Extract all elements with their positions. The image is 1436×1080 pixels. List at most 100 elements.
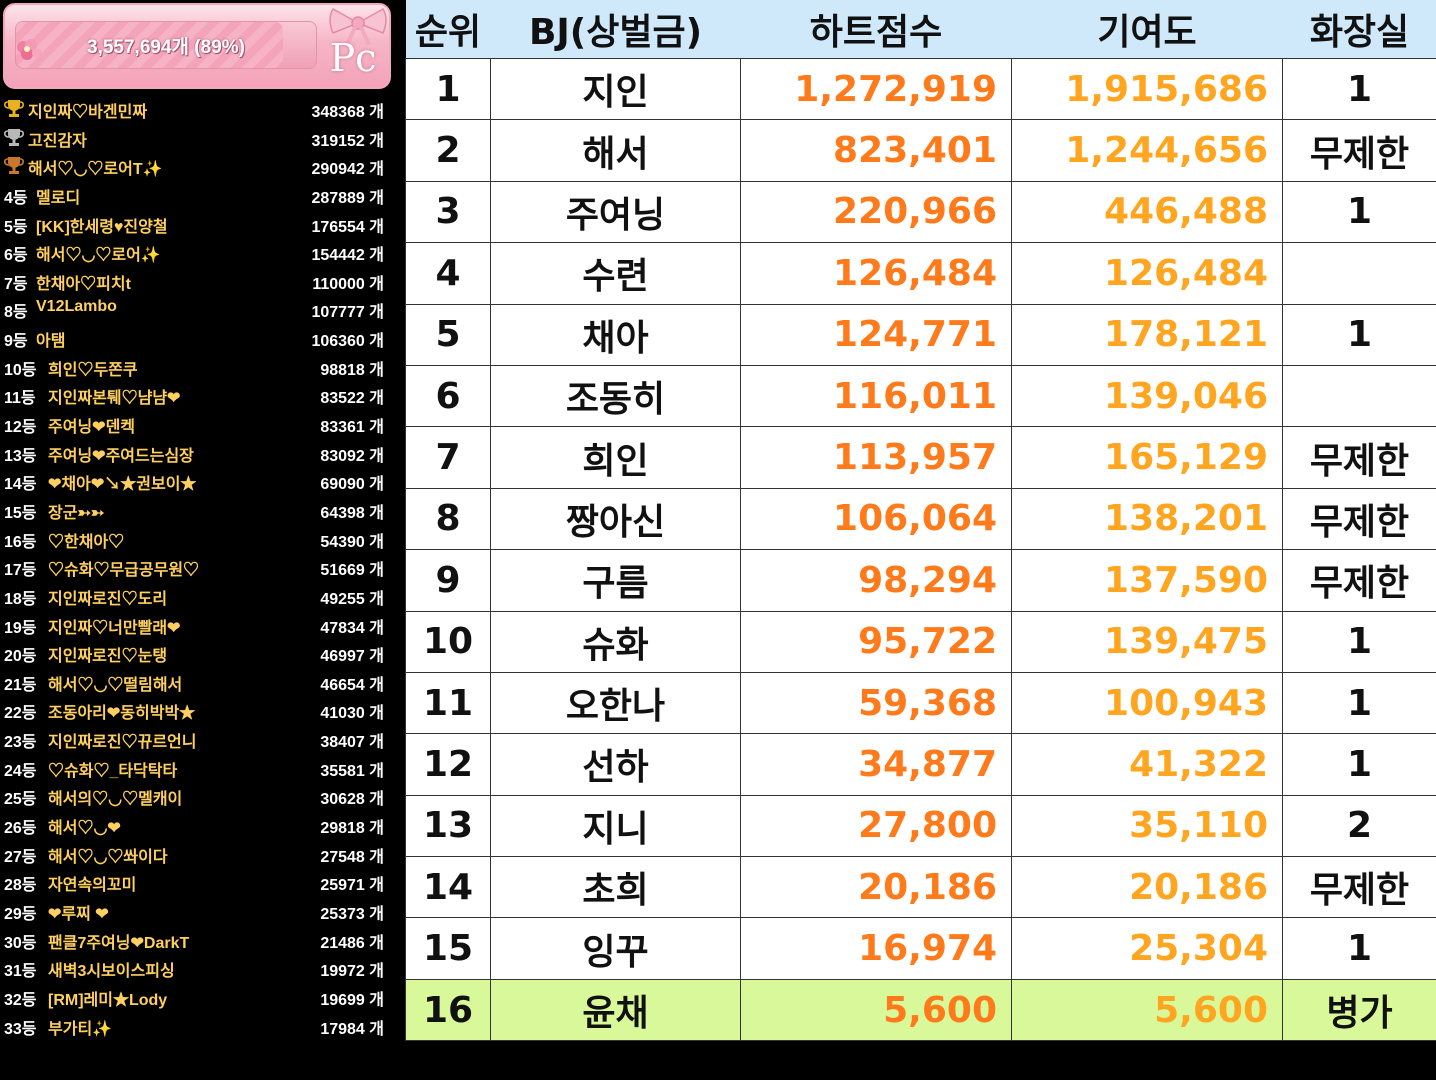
donor-name: ❤채아❤↘★권보이★ [48, 476, 197, 494]
donor-amount: 46997 개 [320, 648, 384, 666]
donor-row: 22등 조동아리❤동히박박★ 41030 개 [0, 695, 404, 724]
header-heart-score: 하트점수 [740, 0, 1012, 59]
goal-progress-bar: 3,557,694개 (89%) [15, 21, 317, 69]
donor-name: 지인짜♡바겐민짜 [28, 104, 148, 121]
cell-heart-score: 34,877 [740, 733, 1012, 796]
donor-name: V12Lambo [36, 298, 117, 316]
donor-rank: 11등 [4, 390, 36, 408]
cell-rank: 14 [405, 856, 491, 919]
cell-contribution: 25,304 [1011, 917, 1283, 980]
cell-rank: 2 [405, 119, 491, 182]
donor-name: ❤루찌 ❤ [48, 905, 109, 923]
cell-bj-name: 지인 [490, 57, 741, 121]
donor-rank: 28등 [4, 877, 37, 895]
cell-restroom: 1 [1282, 303, 1436, 366]
cell-rank: 11 [405, 671, 491, 735]
header-bj: BJ(상벌금) [490, 0, 741, 59]
cell-heart-score: 106,064 [740, 487, 1012, 551]
donor-rank: 31등 [4, 963, 37, 981]
donor-name: 팬클7주여닝❤DarkT [48, 934, 190, 952]
donor-row: 30등 팬클7주여닝❤DarkT 21486 개 [0, 925, 404, 954]
cell-rank: 12 [405, 733, 491, 796]
cell-heart-score: 59,368 [740, 671, 1012, 735]
cell-bj-name: 잉꾸 [490, 917, 741, 980]
donor-amount: 287889 개 [311, 189, 384, 207]
donor-amount: 30628 개 [320, 791, 384, 809]
donor-name: 한채아♡피치t [36, 275, 131, 293]
cell-heart-score: 220,966 [740, 180, 1012, 244]
cell-rank: 3 [405, 180, 491, 244]
cell-bj-name: 지니 [490, 794, 741, 858]
donor-amount: 107777 개 [311, 304, 384, 322]
donor-amount: 49255 개 [320, 590, 384, 608]
donor-name: 주여닝❤덴켁 [48, 419, 136, 437]
cell-contribution: 137,590 [1011, 549, 1283, 612]
donor-name: ♡슈화♡무급공무원♡ [48, 562, 200, 580]
donor-rank: 6등 [4, 247, 28, 265]
bj-ranking-table: 순위 BJ(상벌금) 하트점수 기여도 화장실 1 지인 1,272,919 1,91… [405, 0, 1436, 1042]
cell-heart-score: 95,722 [740, 610, 1012, 673]
gold-trophy-icon [4, 100, 24, 117]
donor-rank: 8등 [4, 304, 28, 322]
bronze-trophy-icon [4, 157, 24, 175]
table-header-row: 순위 BJ(상벌금) 하트점수 기여도 화장실 [405, 0, 1436, 59]
donor-name: 아탬 [36, 333, 66, 351]
donor-amount: 176554 개 [311, 218, 384, 236]
table-row: 16 윤채 5,600 5,600 병가 [405, 978, 1436, 1042]
cell-heart-score: 1,272,919 [740, 57, 1012, 121]
donor-amount: 19699 개 [320, 991, 384, 1009]
cell-heart-score: 27,800 [740, 794, 1012, 858]
donor-row: 18등 지인짜로진♡도리 49255 개 [0, 581, 404, 610]
donor-row: 고진감자 319152 개 [0, 123, 404, 152]
donor-row: 9등 아탬 106360 개 [0, 323, 404, 352]
donor-row: 29등 ❤루찌 ❤ 25373 개 [0, 896, 404, 925]
donor-amount: 154442 개 [311, 247, 384, 265]
donor-row: 32등 [RM]레미★Lody 19699 개 [0, 982, 404, 1011]
cell-contribution: 139,046 [1011, 364, 1283, 428]
donor-row: 33등 부가티✨ 17984 개 [0, 1011, 404, 1040]
donor-rank: 5등 [4, 218, 28, 236]
donor-amount: 19972 개 [320, 963, 384, 981]
cell-restroom: 병가 [1282, 978, 1436, 1042]
donor-amount: 21486 개 [320, 934, 384, 952]
donor-rank: 9등 [4, 333, 28, 351]
flower-icon [17, 39, 42, 60]
donor-row: 7등 한채아♡피치t 110000 개 [0, 266, 404, 295]
donor-rank: 26등 [4, 820, 37, 838]
cell-bj-name: 오한나 [490, 671, 741, 735]
donor-amount: 54390 개 [320, 533, 384, 551]
cell-bj-name: 수련 [490, 242, 741, 305]
donor-rank: 14등 [4, 476, 37, 494]
donor-amount: 83092 개 [320, 447, 384, 465]
donor-name: 자연속의꼬미 [48, 877, 137, 895]
cell-heart-score: 16,974 [740, 917, 1012, 980]
donor-name: 주여닝❤주여드는심장 [48, 447, 194, 465]
donor-row: 14등 ❤채아❤↘★권보이★ 69090 개 [0, 466, 404, 495]
cell-bj-name: 초희 [490, 856, 741, 919]
table-body: 1 지인 1,272,919 1,915,686 1 2 해서 823,401 1,244,65… [405, 57, 1436, 1042]
table-row: 15 잉꾸 16,974 25,304 1 [405, 917, 1436, 980]
cell-bj-name: 희인 [490, 426, 741, 489]
donor-rank: 12등 [4, 419, 37, 437]
donor-amount: 47834 개 [320, 619, 384, 637]
donor-row: 31등 새벽3시보이스피싱 19972 개 [0, 953, 404, 982]
cell-bj-name: 짱아신 [490, 487, 741, 551]
cell-bj-name: 조동히 [490, 364, 741, 428]
cell-bj-name: 구름 [490, 549, 741, 612]
donor-amount: 25971 개 [320, 877, 384, 895]
cell-restroom: 1 [1282, 180, 1436, 244]
donor-name: 해서♡◡❤ [48, 820, 121, 838]
donor-rank: 4등 [4, 189, 28, 207]
cell-restroom: 무제한 [1282, 549, 1436, 612]
donor-rank: 21등 [4, 676, 37, 694]
donor-row: 20등 지인짜로진♡눈탱 46997 개 [0, 638, 404, 667]
donor-row: 12등 주여닝❤덴켁 83361 개 [0, 409, 404, 438]
cell-heart-score: 823,401 [740, 119, 1012, 182]
donor-name: 조동아리❤동히박박★ [48, 705, 196, 723]
donor-name: 해서♡◡♡로어T✨ [28, 161, 163, 179]
donor-amount: 98818 개 [320, 361, 384, 379]
donor-row: 13등 주여닝❤주여드는심장 83092 개 [0, 438, 404, 467]
donor-amount: 35581 개 [320, 762, 384, 780]
table-row: 11 오한나 59,368 100,943 1 [405, 671, 1436, 735]
donor-rank: 13등 [4, 447, 37, 465]
